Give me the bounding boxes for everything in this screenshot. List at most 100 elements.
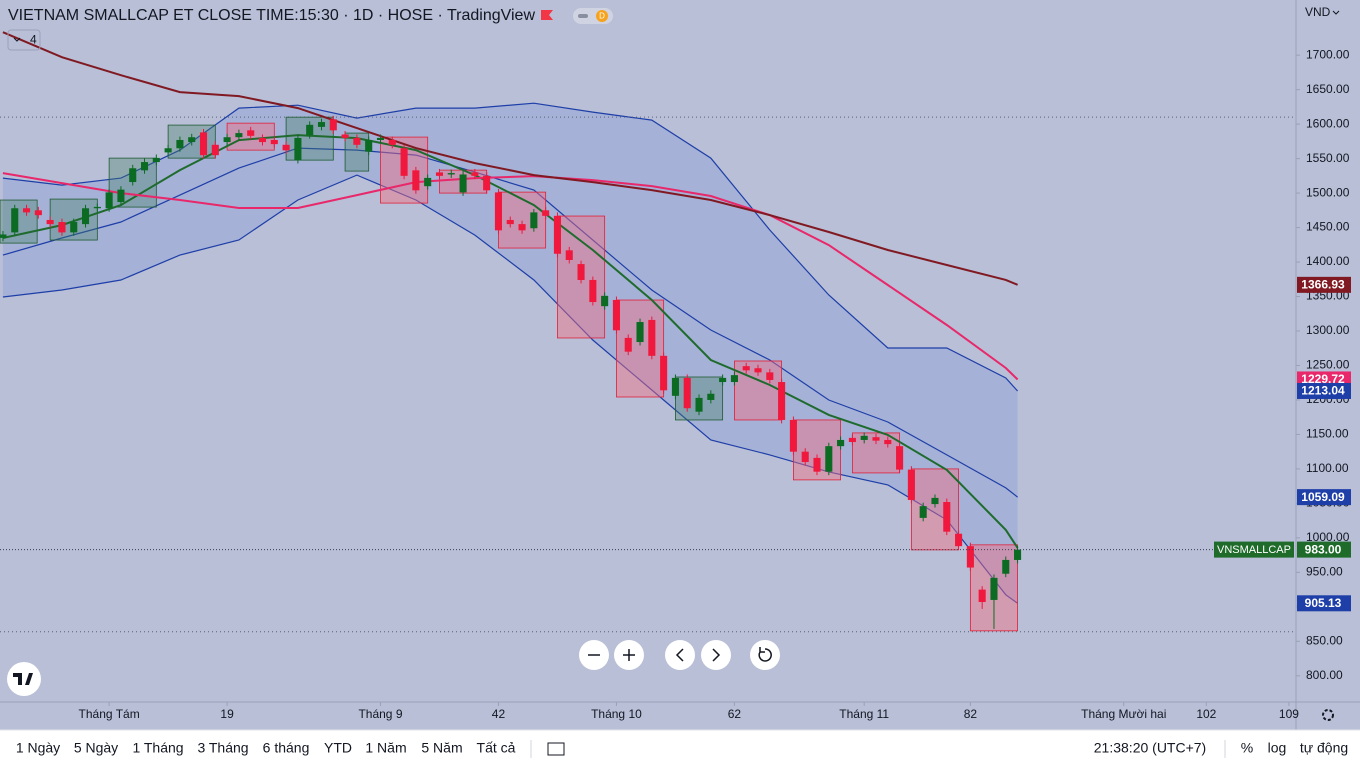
candle-body bbox=[825, 446, 833, 472]
percent-toggle[interactable]: % bbox=[1241, 740, 1253, 756]
candle-body bbox=[624, 337, 632, 352]
candle-body bbox=[1002, 559, 1010, 574]
range-button[interactable]: 1 Năm bbox=[365, 740, 406, 756]
candle-body bbox=[612, 299, 620, 331]
candle-body bbox=[317, 122, 326, 127]
chart-background bbox=[0, 0, 1360, 730]
chevron-icon bbox=[13, 37, 21, 42]
candle-body bbox=[247, 130, 255, 136]
candle-body bbox=[199, 132, 208, 156]
date-range-icon[interactable] bbox=[547, 742, 565, 756]
range-button[interactable]: 6 tháng bbox=[263, 740, 310, 756]
symbol-label: VNSMALLCAP bbox=[1217, 544, 1291, 556]
candle-body bbox=[258, 137, 267, 143]
y-tick-label: 1550.00 bbox=[1306, 151, 1350, 165]
candle-body bbox=[648, 319, 656, 356]
ma-label: 1366.93 bbox=[1301, 278, 1345, 292]
logo-badge bbox=[7, 662, 41, 696]
y-tick-label: 1150.00 bbox=[1306, 427, 1349, 441]
band-label-bg bbox=[1297, 595, 1351, 612]
y-tick-label: 1400.00 bbox=[1306, 254, 1350, 268]
candle-body bbox=[660, 355, 668, 391]
candle-body bbox=[872, 437, 880, 441]
candle-body bbox=[719, 377, 727, 383]
candle-body bbox=[553, 215, 561, 254]
candle-body bbox=[955, 533, 963, 547]
x-tick-label: 19 bbox=[220, 707, 234, 721]
y-tick-label: 800.00 bbox=[1306, 668, 1343, 682]
range-button[interactable]: 1 Ngày bbox=[16, 740, 60, 756]
bollinger-lower bbox=[2, 174, 1018, 604]
y-tick-label: 1600.00 bbox=[1306, 116, 1350, 130]
x-tick-label: Tháng Tám bbox=[79, 707, 140, 721]
band-fill bbox=[2, 103, 1018, 604]
candle-body bbox=[412, 170, 420, 191]
settings[interactable] bbox=[1322, 709, 1334, 721]
candle-body bbox=[778, 382, 786, 420]
candle-body bbox=[459, 174, 467, 193]
candle-body bbox=[884, 439, 892, 445]
candle-body bbox=[518, 224, 526, 231]
chart-title: VIETNAM SMALLCAP ET CLOSE TIME:15:30 · 1… bbox=[8, 7, 535, 24]
range-button[interactable]: 1 Tháng bbox=[132, 740, 183, 756]
indicator-toggle[interactable] bbox=[7, 29, 41, 51]
candle-body bbox=[70, 222, 78, 233]
x-tick-label: Tháng 11 bbox=[839, 707, 889, 721]
candle-body bbox=[23, 208, 31, 213]
candle-body bbox=[447, 173, 455, 175]
candle-body bbox=[542, 210, 550, 216]
scroll-right[interactable] bbox=[701, 640, 731, 670]
x-tick-label: 82 bbox=[964, 707, 978, 721]
candle-body bbox=[11, 208, 19, 233]
y-tick-label: 1000.00 bbox=[1306, 530, 1350, 544]
band-label-bg bbox=[1297, 489, 1351, 506]
candle-body bbox=[494, 192, 503, 231]
candle-body bbox=[424, 177, 432, 187]
axes: 800.00850.00900.00950.001000.001050.0011… bbox=[79, 47, 1351, 721]
candle-body bbox=[565, 250, 573, 260]
candle-body bbox=[306, 124, 314, 136]
candle-body bbox=[530, 212, 538, 229]
candle-body bbox=[1014, 549, 1022, 560]
scroll-left[interactable] bbox=[665, 640, 695, 670]
candle-body bbox=[58, 222, 66, 233]
candle-body bbox=[754, 368, 762, 373]
auto-toggle[interactable]: tự động bbox=[1300, 740, 1348, 756]
range-button[interactable]: 5 Năm bbox=[421, 740, 462, 756]
y-tick-label: 1500.00 bbox=[1306, 185, 1350, 199]
candle-body bbox=[211, 144, 219, 156]
candle-body bbox=[919, 506, 927, 518]
x-tick-label: 62 bbox=[728, 707, 742, 721]
candle-body bbox=[353, 137, 361, 145]
range-button[interactable]: 5 Ngày bbox=[74, 740, 118, 756]
candle-body bbox=[695, 397, 703, 412]
candle-body bbox=[707, 393, 715, 400]
x-tick-label: 109 bbox=[1279, 707, 1299, 721]
candle-body bbox=[860, 435, 868, 440]
candle-body bbox=[388, 139, 396, 145]
band-label: 905.13 bbox=[1305, 596, 1342, 610]
candle-body bbox=[294, 137, 302, 160]
candle-body bbox=[896, 446, 904, 470]
log-toggle[interactable]: log bbox=[1268, 740, 1287, 756]
reset[interactable] bbox=[750, 640, 780, 670]
range-button[interactable]: 3 Tháng bbox=[197, 740, 248, 756]
currency-dropdown bbox=[1332, 10, 1340, 15]
candle-body bbox=[577, 264, 585, 280]
candle-body bbox=[589, 279, 597, 303]
candle-body bbox=[483, 175, 491, 191]
candle-body bbox=[435, 172, 444, 176]
currency[interactable]: VND bbox=[1305, 5, 1331, 19]
y-tick-label: 1650.00 bbox=[1306, 82, 1350, 96]
candle-body bbox=[329, 119, 337, 131]
reset-icon bbox=[758, 647, 772, 662]
status-icon bbox=[578, 14, 588, 18]
logo bbox=[13, 673, 33, 685]
candle-body bbox=[270, 139, 278, 145]
range-button[interactable]: YTD bbox=[324, 740, 352, 756]
candle-body bbox=[471, 172, 479, 176]
last-price-bg bbox=[1297, 541, 1351, 558]
range-button[interactable]: Tất cả bbox=[477, 740, 516, 756]
